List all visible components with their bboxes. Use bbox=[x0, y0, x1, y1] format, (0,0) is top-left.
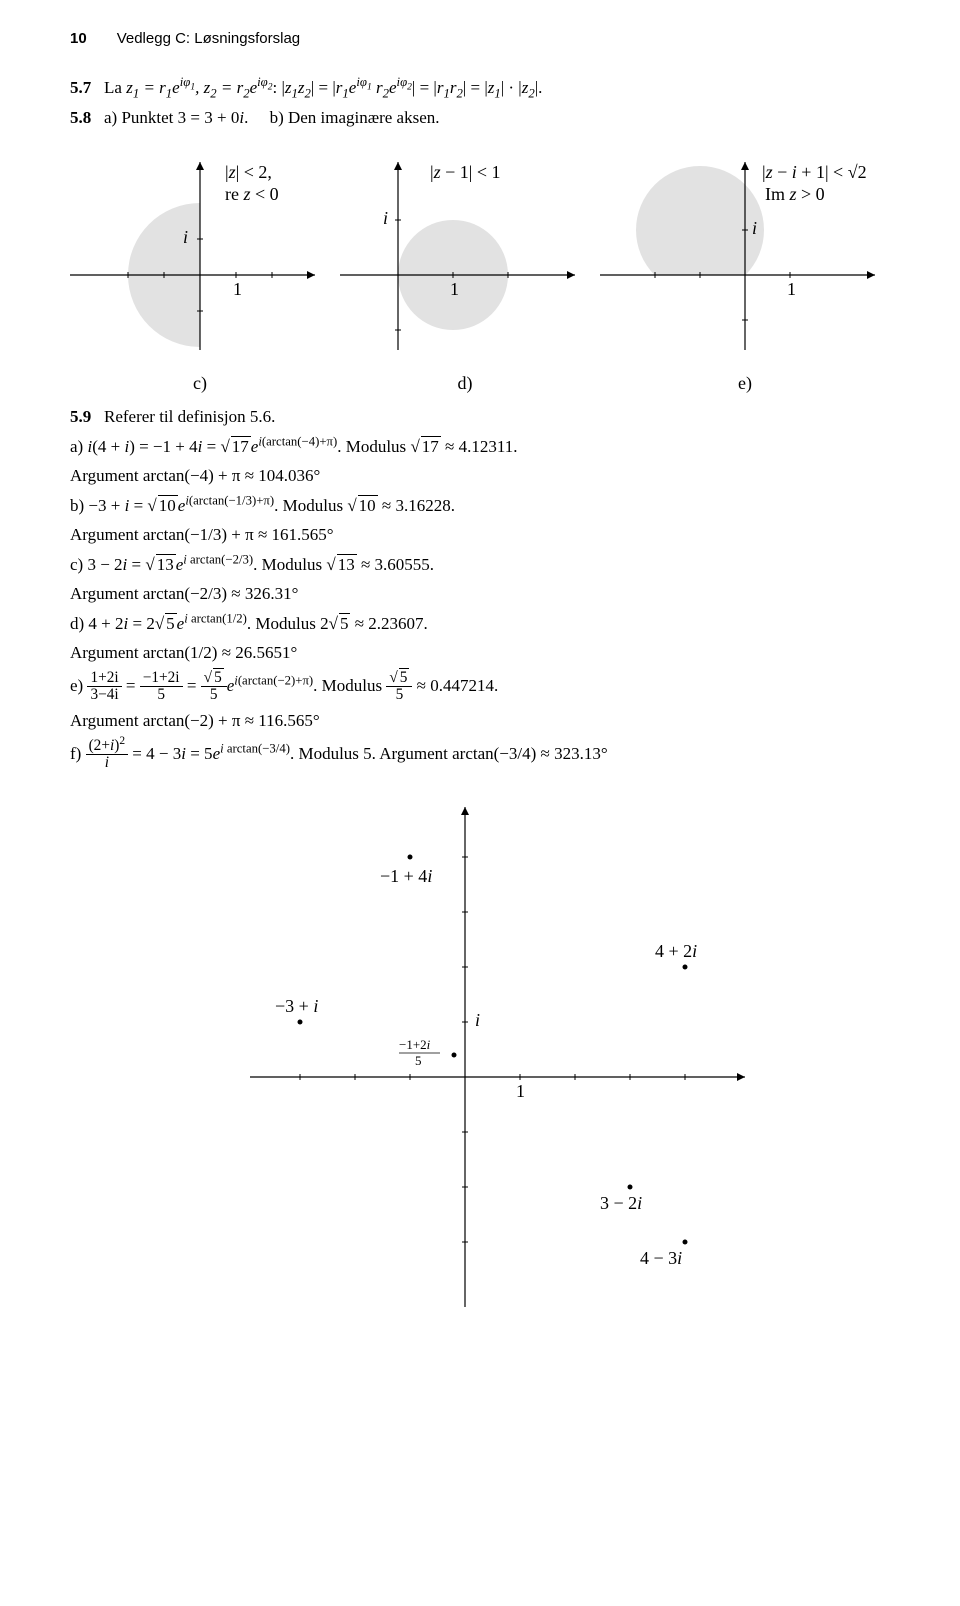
svg-text:1: 1 bbox=[450, 279, 459, 299]
panel-c-caption: c) bbox=[193, 373, 207, 394]
svg-text:i: i bbox=[752, 218, 757, 238]
problem-5-8: 5.8 a) Punktet 3 = 3 + 0i. b) Den imagin… bbox=[70, 105, 890, 131]
svg-text:1: 1 bbox=[787, 279, 796, 299]
problem-number: 5.8 bbox=[70, 108, 91, 127]
svg-text:5: 5 bbox=[415, 1053, 422, 1068]
label-i: i bbox=[183, 227, 188, 247]
panel-d: |z − 1| < 1 i 1 d) bbox=[340, 150, 590, 394]
p59-d-line2: Argument arctan(1/2) ≈ 26.5651° bbox=[70, 640, 890, 666]
p59-b-line2: Argument arctan(−1/3) + π ≈ 161.565° bbox=[70, 522, 890, 548]
p59-e-line2: Argument arctan(−2) + π ≈ 116.565° bbox=[70, 708, 890, 734]
svg-text:−3 + i: −3 + i bbox=[275, 996, 318, 1016]
svg-text:−1+2i: −1+2i bbox=[399, 1037, 431, 1052]
panel-e: |z − i + 1| < √2 Im z > 0 i 1 e) bbox=[600, 150, 890, 394]
p59-c-line2: Argument arctan(−2/3) ≈ 326.31° bbox=[70, 581, 890, 607]
p59-c-line1: c) 3 − 2i = 13ei arctan(−2/3). Modulus 1… bbox=[70, 552, 890, 578]
page-number: 10 bbox=[70, 30, 87, 47]
problem-5-7: 5.7 La z1 = r1eiφ1, z2 = r2eiφ2: |z1z2| … bbox=[70, 75, 890, 101]
argand-diagram: −1 + 4i 4 + 2i −3 + i i −1+2i 5 1 3 − 2i… bbox=[70, 797, 890, 1317]
panel-d-svg: |z − 1| < 1 i 1 bbox=[340, 150, 590, 365]
svg-text:|z − i + 1| < √2: |z − i + 1| < √2 bbox=[762, 162, 867, 182]
svg-text:|z| < 2,: |z| < 2, bbox=[225, 162, 272, 182]
page-header: 10 Vedlegg C: Løsningsforslag bbox=[70, 30, 890, 47]
svg-text:4 − 3i: 4 − 3i bbox=[640, 1248, 682, 1268]
part-b: b) Den imaginære aksen. bbox=[270, 108, 440, 127]
intro: Referer til definisjon 5.6. bbox=[104, 407, 275, 426]
tick-1: 1 bbox=[233, 279, 242, 299]
panel-e-svg: |z − i + 1| < √2 Im z > 0 i 1 bbox=[600, 150, 890, 365]
p59-a-line1: a) i(4 + i) = −1 + 4i = 17ei(arctan(−4)+… bbox=[70, 434, 890, 460]
svg-text:Im z > 0: Im z > 0 bbox=[765, 184, 825, 204]
chapter-title: Vedlegg C: Løsningsforslag bbox=[117, 30, 300, 47]
svg-text:−1 + 4i: −1 + 4i bbox=[380, 866, 432, 886]
svg-text:i: i bbox=[383, 208, 388, 228]
part-a: a) Punktet 3 = 3 + 0i. bbox=[104, 108, 248, 127]
svg-text:3 − 2i: 3 − 2i bbox=[600, 1193, 642, 1213]
text: La bbox=[104, 78, 126, 97]
svg-text:i: i bbox=[475, 1010, 480, 1030]
argand-svg: −1 + 4i 4 + 2i −3 + i i −1+2i 5 1 3 − 2i… bbox=[200, 797, 760, 1317]
region-panels: |z| < 2, re z < 0 i 1 c) |z − 1| < 1 i bbox=[70, 150, 890, 394]
p59-d-line1: d) 4 + 2i = 25ei arctan(1/2). Modulus 25… bbox=[70, 611, 890, 637]
problem-5-9: 5.9 Referer til definisjon 5.6. bbox=[70, 404, 890, 430]
p59-f: f) (2+i)2i = 4 − 3i = 5ei arctan(−3/4). … bbox=[70, 738, 890, 773]
svg-text:re z < 0: re z < 0 bbox=[225, 184, 279, 204]
problem-number: 5.7 bbox=[70, 78, 91, 97]
p59-e-line1: e) 1+2i3−4i = −1+2i5 = 55ei(arctan(−2)+π… bbox=[70, 670, 890, 705]
svg-text:4 + 2i: 4 + 2i bbox=[655, 941, 697, 961]
svg-text:|z − 1| < 1: |z − 1| < 1 bbox=[430, 162, 501, 182]
sqrt17: 17 bbox=[231, 436, 251, 456]
panel-d-caption: d) bbox=[458, 373, 473, 394]
panel-c-svg: |z| < 2, re z < 0 i 1 bbox=[70, 150, 330, 365]
equation: z1 = r1eiφ1, z2 = r2eiφ2 bbox=[126, 78, 272, 97]
problem-number: 5.9 bbox=[70, 407, 91, 426]
panel-c: |z| < 2, re z < 0 i 1 c) bbox=[70, 150, 330, 394]
panel-e-caption: e) bbox=[738, 373, 752, 394]
p59-b-line1: b) −3 + i = 10ei(arctan(−1/3)+π). Modulu… bbox=[70, 493, 890, 519]
svg-text:1: 1 bbox=[516, 1081, 525, 1101]
p59-a-line2: Argument arctan(−4) + π ≈ 104.036° bbox=[70, 463, 890, 489]
